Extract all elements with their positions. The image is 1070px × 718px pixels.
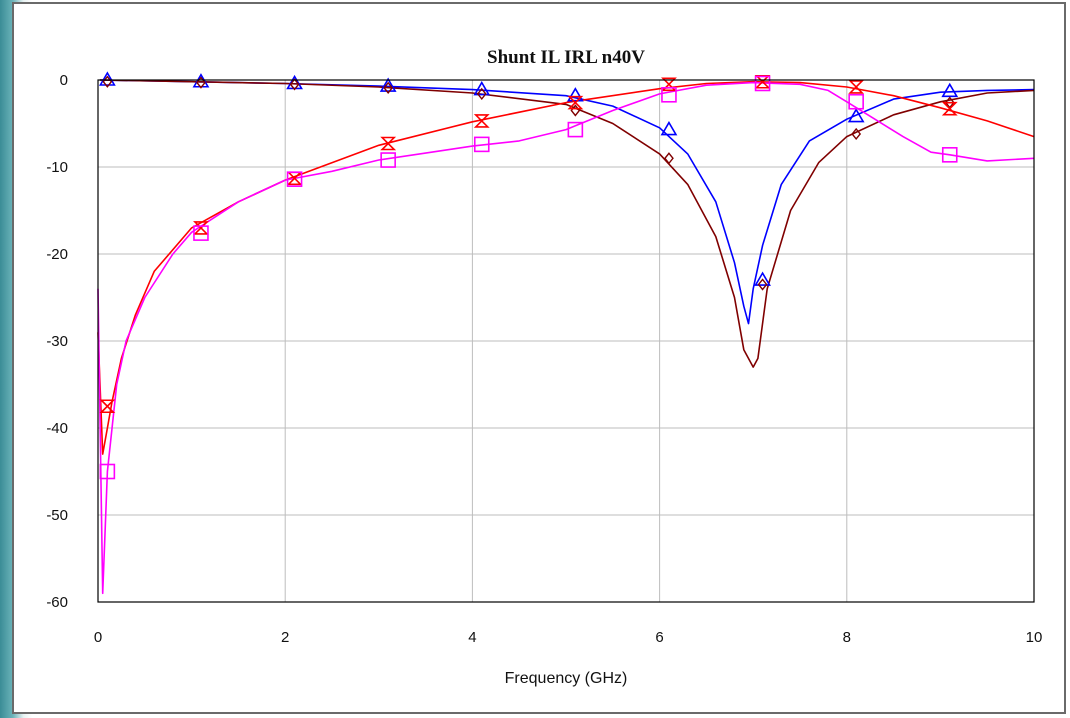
series-line-2 <box>99 79 1035 368</box>
x-tick-label: 0 <box>94 629 102 646</box>
series-2-marker <box>851 127 862 141</box>
series-3-marker <box>193 221 209 235</box>
series-line-1 <box>99 79 1035 325</box>
x-axis-label: Frequency (GHz) <box>505 670 628 687</box>
series-3-marker <box>99 399 116 414</box>
series-3-marker <box>661 77 677 92</box>
y-tick-label: -60 <box>46 594 68 611</box>
series-4-marker <box>99 463 116 480</box>
series-4-marker <box>941 147 958 163</box>
series-4-marker <box>661 86 677 103</box>
y-tick-label: 0 <box>60 72 68 89</box>
plot-frame <box>97 79 1035 603</box>
series-3-marker <box>567 95 584 110</box>
series-3-marker <box>473 114 490 128</box>
series-1-marker <box>566 87 584 102</box>
y-tick-label: -20 <box>46 246 68 263</box>
series-1-marker <box>754 271 771 286</box>
y-tick-label: -50 <box>46 507 68 524</box>
series-line-3 <box>97 80 1035 455</box>
series-2-marker <box>476 87 487 101</box>
series-4-marker <box>473 136 490 153</box>
series-3-marker <box>941 101 958 116</box>
x-tick-label: 4 <box>468 629 476 646</box>
chart-title: Shunt IL IRL n40V <box>487 47 645 68</box>
series-4-marker <box>848 93 864 110</box>
series-4-marker <box>754 75 771 92</box>
series-2-marker <box>289 78 300 91</box>
x-tick-label: 10 <box>1026 629 1043 646</box>
series-1-marker <box>98 71 116 86</box>
series-1-marker <box>473 80 491 96</box>
series-3-marker <box>380 136 397 151</box>
series-4-marker <box>286 171 303 187</box>
series-line-4 <box>97 81 1035 595</box>
series-2-marker <box>664 152 674 165</box>
series-1-marker <box>660 121 678 136</box>
series-4-marker <box>567 121 584 138</box>
series-1-marker <box>941 82 959 98</box>
series-1-marker <box>379 77 397 92</box>
x-tick-label: 2 <box>281 629 289 646</box>
series-2-marker <box>757 278 768 291</box>
x-tick-label: 6 <box>655 629 663 646</box>
y-tick-label: -40 <box>46 420 68 437</box>
series-2-marker <box>383 81 394 94</box>
series-3-marker <box>848 80 865 94</box>
series-2-marker <box>196 76 206 89</box>
series-4-marker <box>193 225 209 241</box>
x-tick-label: 8 <box>843 629 851 646</box>
series-1-marker <box>847 107 865 123</box>
y-tick-label: -30 <box>46 333 68 350</box>
y-tick-label: -10 <box>46 159 68 176</box>
series-4-marker <box>380 152 396 168</box>
